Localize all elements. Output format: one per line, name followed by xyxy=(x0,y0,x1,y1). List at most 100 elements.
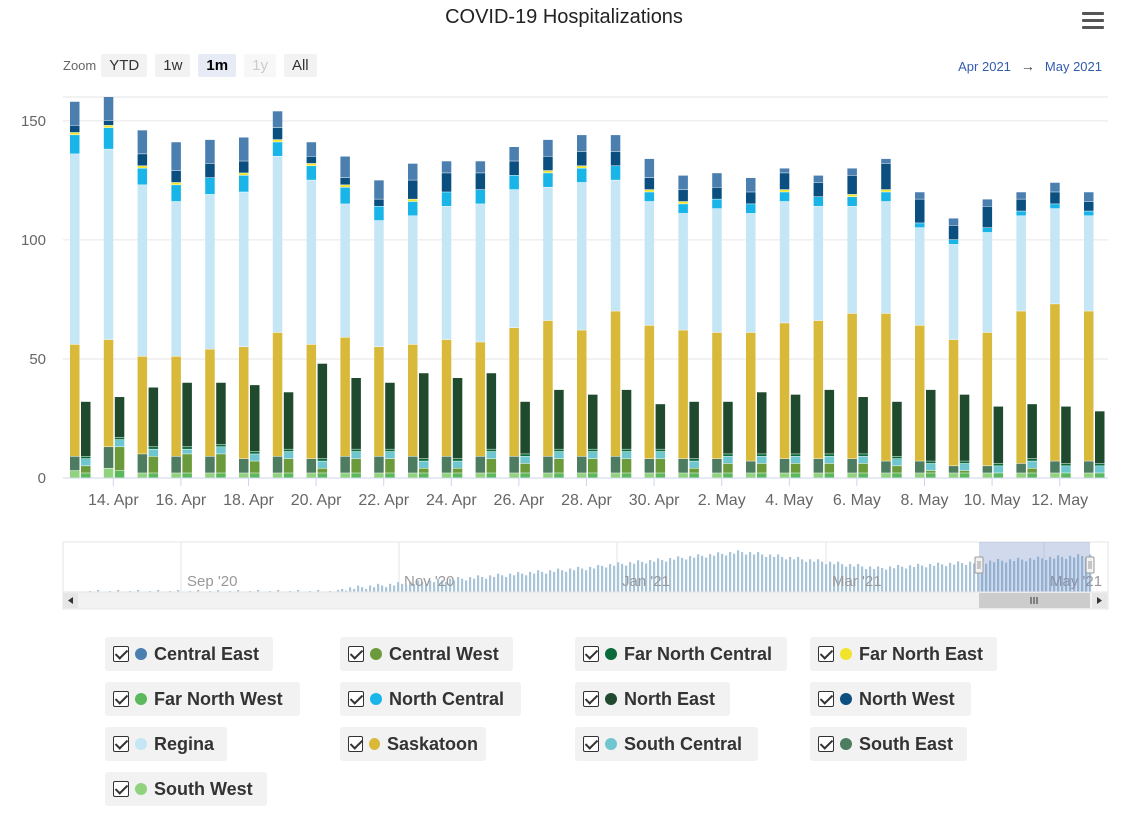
navigator-bar xyxy=(373,587,376,592)
bar-segment xyxy=(723,463,733,473)
bar-segment xyxy=(148,447,159,449)
range-to[interactable]: May 2021 xyxy=(1044,59,1102,74)
legend-item[interactable]: North East xyxy=(575,682,730,716)
zoom-ytd-button[interactable]: YTD xyxy=(101,54,148,77)
navigator-bar xyxy=(605,567,608,592)
bar-segment xyxy=(408,163,418,180)
legend-item[interactable]: Saskatoon xyxy=(340,727,486,761)
checkbox-checked-icon[interactable] xyxy=(113,736,129,752)
bar-segment xyxy=(250,451,260,454)
checkbox-checked-icon[interactable] xyxy=(583,691,599,707)
legend-item[interactable]: North Central xyxy=(340,682,521,716)
bar-segment xyxy=(790,456,801,464)
zoom-1w-button[interactable]: 1w xyxy=(155,54,191,77)
bar-segment xyxy=(1027,473,1037,478)
navigator-bar xyxy=(157,590,160,592)
legend-item[interactable]: South West xyxy=(105,772,267,806)
navigator-bar xyxy=(773,556,776,592)
bar-segment xyxy=(678,330,688,459)
checkbox-checked-icon[interactable] xyxy=(348,736,363,752)
legend-item[interactable]: South Central xyxy=(575,727,758,761)
legend-item[interactable]: Central West xyxy=(340,637,513,671)
bar-segment xyxy=(137,454,148,473)
bar-segment xyxy=(881,163,891,190)
bar-segment xyxy=(1016,192,1026,199)
navigator-bar xyxy=(389,583,392,592)
x-tick-label: 2. May xyxy=(698,492,746,509)
navigator-bar xyxy=(1025,561,1028,592)
bar-segment xyxy=(779,473,790,478)
bar-segment xyxy=(441,456,452,473)
checkbox-checked-icon[interactable] xyxy=(818,691,834,707)
legend-color-dot-icon xyxy=(370,648,382,660)
legend-item[interactable]: North West xyxy=(810,682,971,716)
bar-segment xyxy=(272,332,283,457)
navigator-bar xyxy=(581,568,584,592)
bar-segment xyxy=(621,451,632,459)
legend-item[interactable]: Far North West xyxy=(105,682,300,716)
checkbox-checked-icon[interactable] xyxy=(348,646,364,662)
navigator-bar xyxy=(721,553,724,592)
bar-segment xyxy=(655,449,666,452)
zoom-all-button[interactable]: All xyxy=(283,54,317,77)
bar-segment xyxy=(881,201,891,314)
bar-segment xyxy=(137,168,148,185)
bar-segment xyxy=(419,473,429,478)
bar-segment xyxy=(486,449,497,452)
bar-segment xyxy=(385,451,395,459)
legend-item[interactable]: Regina xyxy=(105,727,227,761)
bar-segment xyxy=(1016,211,1026,216)
navigator-handle[interactable] xyxy=(974,556,984,574)
hamburger-menu-icon[interactable] xyxy=(1082,12,1104,32)
bar-segment xyxy=(813,320,824,459)
bar-segment xyxy=(543,473,553,478)
checkbox-checked-icon[interactable] xyxy=(818,736,834,752)
bar-segment xyxy=(272,139,283,142)
legend-item[interactable]: Far North Central xyxy=(575,637,787,671)
legend-item[interactable]: Central East xyxy=(105,637,273,671)
legend-color-dot-icon xyxy=(135,783,147,795)
bar-segment xyxy=(926,463,936,471)
navigator-selection[interactable] xyxy=(979,542,1090,592)
bar-segment xyxy=(70,470,80,478)
bar-segment xyxy=(892,466,902,473)
checkbox-checked-icon[interactable] xyxy=(113,781,129,797)
legend-item[interactable]: South East xyxy=(810,727,967,761)
navigator-handle[interactable] xyxy=(1085,556,1095,574)
bar-segment xyxy=(577,182,587,330)
bar-segment xyxy=(509,147,519,161)
bar-segment xyxy=(915,461,925,473)
bar-segment xyxy=(114,439,125,447)
bar-segment xyxy=(1095,411,1105,464)
navigator-bar xyxy=(345,590,348,592)
navigator[interactable]: Sep '20 Nov '20 Jan '21 Mar '21 May '21 xyxy=(62,541,1109,610)
bar-segment xyxy=(441,161,452,173)
bar-segment xyxy=(926,473,936,478)
bar-segment xyxy=(520,463,530,473)
bar-segment xyxy=(926,470,936,473)
bar-segment xyxy=(239,161,249,173)
checkbox-checked-icon[interactable] xyxy=(113,646,129,662)
bar-segment xyxy=(419,468,429,473)
navigator-bar xyxy=(549,570,552,592)
bar-segment xyxy=(1016,311,1026,464)
bar-segment xyxy=(272,456,283,473)
checkbox-checked-icon[interactable] xyxy=(348,691,364,707)
bar-segment xyxy=(475,189,486,204)
checkbox-checked-icon[interactable] xyxy=(583,646,599,662)
navigator-bar xyxy=(749,552,752,592)
bar-segment xyxy=(644,158,655,178)
navigator-label: Mar '21 xyxy=(832,573,882,590)
zoom-1m-button[interactable]: 1m xyxy=(198,54,237,77)
bar-segment xyxy=(915,223,925,228)
bar-segment xyxy=(283,392,294,449)
checkbox-checked-icon[interactable] xyxy=(583,736,599,752)
checkbox-checked-icon[interactable] xyxy=(113,691,129,707)
range-from[interactable]: Apr 2021 xyxy=(958,59,1011,74)
bar-segment xyxy=(847,168,857,176)
legend-item[interactable]: Far North East xyxy=(810,637,997,671)
bar-segment xyxy=(419,461,429,468)
bar-segment xyxy=(577,151,587,166)
x-tick-label: 24. Apr xyxy=(426,492,477,509)
checkbox-checked-icon[interactable] xyxy=(818,646,834,662)
